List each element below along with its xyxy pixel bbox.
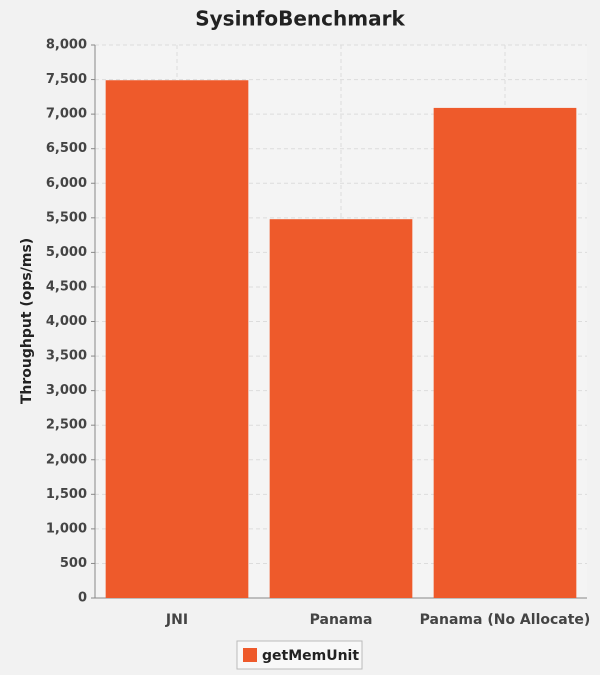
- y-tick-label: 500: [60, 556, 87, 571]
- y-tick-label: 6,500: [46, 141, 87, 156]
- chart-title: SysinfoBenchmark: [195, 7, 405, 31]
- y-tick-label: 1,000: [46, 521, 87, 536]
- legend-label: getMemUnit: [262, 648, 359, 664]
- y-tick-label: 6,000: [46, 176, 87, 191]
- y-tick-label: 2,000: [46, 452, 87, 467]
- bar: [105, 80, 249, 598]
- y-tick-label: 7,000: [46, 107, 87, 122]
- y-tick-label: 0: [78, 591, 87, 606]
- y-tick-label: 2,500: [46, 418, 87, 433]
- x-tick-label: Panama (No Allocate): [420, 612, 591, 628]
- bar: [433, 107, 577, 598]
- y-tick-label: 4,000: [46, 314, 87, 329]
- y-tick-label: 8,000: [46, 38, 87, 53]
- y-tick-label: 5,000: [46, 245, 87, 260]
- y-tick-label: 3,500: [46, 349, 87, 364]
- y-axis-label: Throughput (ops/ms): [19, 238, 35, 404]
- y-tick-label: 4,500: [46, 279, 87, 294]
- legend-box: [236, 640, 363, 670]
- x-tick-label: JNI: [165, 612, 188, 628]
- legend-swatch: [243, 648, 257, 662]
- x-tick-label: Panama: [310, 612, 373, 628]
- y-tick-label: 7,500: [46, 72, 87, 87]
- y-tick-label: 5,500: [46, 210, 87, 225]
- y-tick-label: 3,000: [46, 383, 87, 398]
- y-tick-label: 1,500: [46, 487, 87, 502]
- bar: [269, 219, 413, 598]
